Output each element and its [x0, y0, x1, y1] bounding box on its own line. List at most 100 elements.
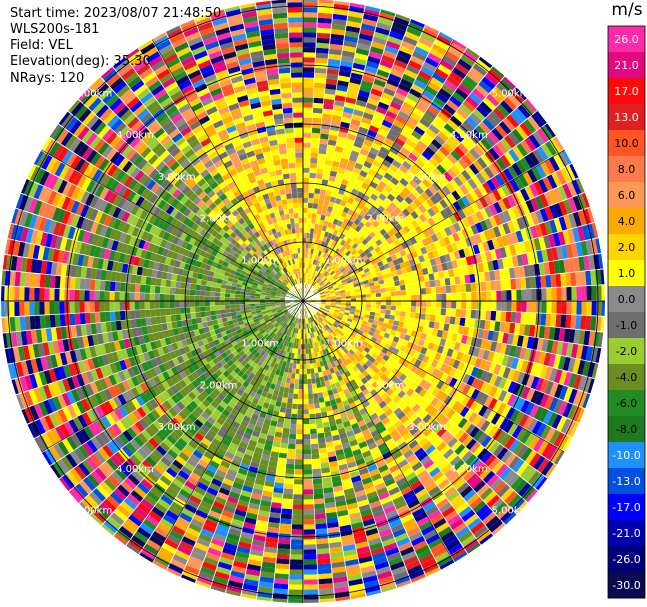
velocity-gate [305, 296, 310, 300]
velocity-gate [460, 309, 467, 318]
velocity-gate [511, 162, 523, 176]
velocity-gate [304, 273, 306, 279]
velocity-gate [466, 215, 475, 226]
velocity-gate [331, 282, 337, 286]
velocity-gate [431, 204, 440, 215]
velocity-gate [445, 182, 456, 193]
velocity-gate [303, 37, 316, 43]
velocity-gate [308, 243, 312, 249]
velocity-gate [424, 313, 431, 321]
velocity-gate [560, 314, 567, 328]
velocity-gate [528, 151, 540, 166]
velocity-gate [489, 249, 498, 261]
velocity-gate [388, 261, 395, 268]
velocity-gate [485, 250, 493, 262]
velocity-gate [405, 183, 415, 193]
velocity-gate [335, 295, 341, 298]
velocity-gate [436, 247, 444, 257]
velocity-gate [311, 280, 315, 286]
velocity-gate [308, 192, 314, 199]
velocity-gate [378, 243, 386, 250]
velocity-gate [397, 133, 408, 143]
velocity-gate [360, 273, 367, 279]
velocity-gate [419, 281, 426, 289]
velocity-gate [490, 176, 501, 189]
velocity-gate [566, 286, 572, 301]
velocity-gate [331, 240, 337, 247]
velocity-gate [310, 295, 316, 299]
velocity-gate [422, 132, 434, 143]
velocity-gate [475, 253, 483, 264]
velocity-gate [316, 543, 329, 550]
velocity-gate [351, 298, 357, 301]
velocity-gate [429, 48, 445, 60]
velocity-gate [425, 307, 432, 314]
velocity-gate [303, 564, 318, 570]
velocity-gate [412, 242, 421, 251]
velocity-gate [504, 322, 511, 333]
velocity-gate [307, 283, 310, 289]
velocity-gate [307, 284, 311, 290]
velocity-gate [393, 59, 408, 69]
velocity-gate [476, 291, 482, 301]
velocity-gate [447, 234, 456, 244]
velocity-gate [538, 262, 546, 276]
velocity-gate [334, 225, 341, 232]
velocity-gate [406, 26, 422, 37]
velocity-gate [356, 214, 364, 222]
velocity-gate [472, 108, 486, 121]
velocity-gate [435, 308, 442, 315]
velocity-gate [415, 306, 422, 313]
velocity-gate [327, 221, 333, 228]
velocity-gate [303, 519, 315, 525]
velocity-gate [394, 137, 406, 147]
velocity-gate [306, 278, 309, 284]
velocity-gate [310, 280, 314, 285]
velocity-gate [293, 499, 303, 505]
velocity-gate [531, 301, 537, 313]
velocity-gate [288, 367, 293, 374]
velocity-gate [455, 240, 463, 250]
velocity-gate [463, 247, 471, 257]
velocity-gate [335, 90, 347, 97]
velocity-gate [312, 473, 322, 480]
velocity-gate [331, 28, 345, 36]
velocity-gate [434, 314, 441, 323]
velocity-gate [558, 201, 568, 216]
velocity-gate [333, 104, 344, 112]
velocity-gate [346, 20, 362, 29]
velocity-gate [278, 452, 287, 459]
velocity-gate [439, 229, 448, 239]
velocity-gate [348, 284, 355, 289]
velocity-gate [366, 301, 372, 305]
velocity-gate [454, 161, 465, 173]
velocity-gate [284, 382, 290, 389]
velocity-gate [420, 191, 430, 201]
velocity-gate [340, 303, 346, 306]
velocity-gate [520, 228, 529, 242]
velocity-gate [303, 444, 311, 450]
velocity-gate [315, 284, 321, 289]
velocity-gate [295, 444, 303, 450]
velocity-gate [308, 291, 313, 296]
velocity-gate [420, 32, 436, 44]
velocity-gate [320, 251, 325, 257]
velocity-gate [366, 60, 380, 69]
velocity-gate [561, 245, 569, 259]
velocity-gate [295, 439, 303, 445]
velocity-gate [524, 137, 537, 152]
velocity-gate [353, 109, 364, 117]
velocity-gate [397, 110, 410, 121]
velocity-gate [298, 338, 301, 344]
velocity-gate [446, 261, 453, 270]
velocity-gate [299, 374, 303, 380]
velocity-gate [365, 156, 375, 165]
velocity-gate [368, 231, 376, 239]
velocity-gate [345, 305, 351, 309]
velocity-gate [307, 383, 313, 390]
velocity-gate [544, 206, 554, 221]
velocity-gate [325, 281, 331, 286]
velocity-gate [385, 305, 392, 310]
velocity-gate [288, 584, 303, 590]
velocity-gate [320, 282, 325, 287]
